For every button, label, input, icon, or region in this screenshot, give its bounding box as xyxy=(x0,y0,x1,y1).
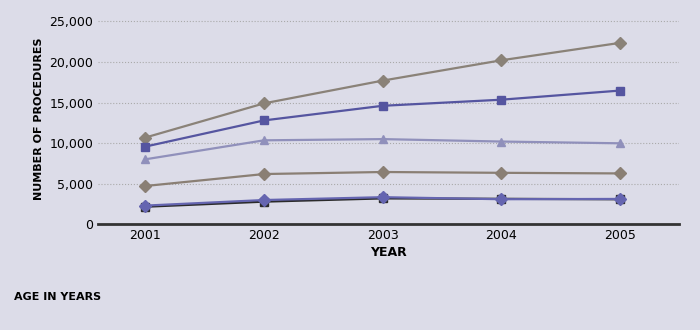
X-axis label: YEAR: YEAR xyxy=(370,247,407,259)
Text: AGE IN YEARS: AGE IN YEARS xyxy=(14,292,101,302)
Y-axis label: NUMBER OF PROCEDURES: NUMBER OF PROCEDURES xyxy=(34,38,43,200)
